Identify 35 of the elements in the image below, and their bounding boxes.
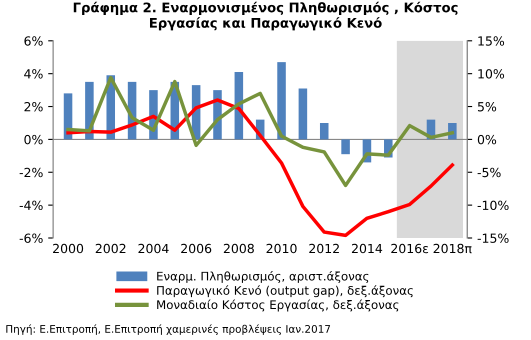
x-tick-label: 2016ε <box>391 244 428 254</box>
y2-tick-label: 0% <box>478 134 496 144</box>
chart-title: Γράφημα 2. Εναρμονισμένος Πληθωρισμός , Κόστος Εργασίας και Παραγωγικό Κενό <box>74 2 458 30</box>
y2-tick-label: 15% <box>478 36 504 46</box>
x-tick-label: 2018π <box>434 244 472 254</box>
y-tick-label: 0% <box>24 134 43 144</box>
y2-tick-label: -15% <box>478 233 509 243</box>
legend-label: Εναρμ. Πληθωρισμός, αριστ.άξονας <box>157 270 368 283</box>
y-tick-label: 2% <box>24 102 43 112</box>
x-tick-label: 2006 <box>181 244 212 254</box>
x-tick-label: 2012 <box>309 244 339 254</box>
x-tick-label: 2008 <box>224 244 254 254</box>
y-tick-label: 4% <box>24 69 43 79</box>
line-series <box>66 98 454 238</box>
x-tick-label: 2004 <box>138 244 169 254</box>
bar <box>341 139 350 154</box>
x-tick-label: 2010 <box>266 244 297 254</box>
y2-tick-label: -5% <box>478 168 501 178</box>
text: Πηγή: Ε.Επιτροπή, Ε.Επιτροπή χαμερινές προβλέψεις Ιαν.2017 <box>6 324 330 335</box>
x-tick-label: 2002 <box>96 244 126 254</box>
y-tick-label: -6% <box>20 233 43 243</box>
x-tick-label: 2014 <box>352 244 382 254</box>
bar <box>277 62 286 140</box>
y2-tick-label: 10% <box>478 69 504 79</box>
bar <box>298 88 308 140</box>
y-tick-label: -2% <box>20 168 43 178</box>
line-series <box>66 76 454 188</box>
y-tick-label: -4% <box>20 200 43 210</box>
y-tick-label: 6% <box>24 36 43 46</box>
bar <box>320 122 329 140</box>
y2-tick-label: 5% <box>478 102 496 112</box>
y2-tick-label: -10% <box>478 200 509 210</box>
legend-label: Μοναδιαίο Κόστος Εργασίας, δεξ.άξονας <box>157 300 398 312</box>
legend-label: Παραγωγικό Κενό (output gap), δεξ.άξονας <box>157 285 413 298</box>
x-tick-label: 2000 <box>53 244 84 254</box>
